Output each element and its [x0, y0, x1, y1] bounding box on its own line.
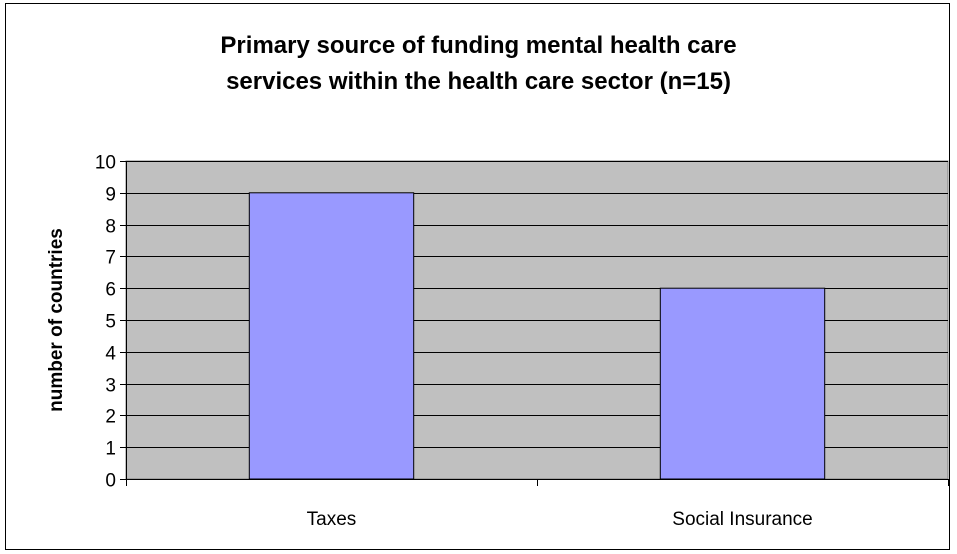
y-tick-label-4: 4 — [105, 344, 116, 365]
y-tick-label-7: 7 — [105, 248, 116, 269]
y-tick-label-2: 2 — [105, 407, 116, 428]
bars — [248, 192, 826, 480]
y-tick-label-5: 5 — [105, 312, 116, 333]
category-label-0: Taxes — [307, 509, 357, 530]
y-tick-label-8: 8 — [105, 217, 116, 238]
chart-title-line-1: Primary source of funding mental health … — [220, 32, 737, 59]
category-label-1: Social Insurance — [672, 509, 812, 530]
x-axis-ticks — [126, 479, 949, 486]
y-axis-tick-labels: 0 1 2 3 4 5 6 7 8 9 10 — [95, 153, 117, 492]
chart-title-line-2: services within the health care sector (… — [226, 68, 731, 95]
y-axis-ticks — [120, 161, 126, 480]
bar-1 — [659, 287, 826, 480]
y-tick-label-6: 6 — [105, 280, 116, 301]
y-tick-label-1: 1 — [105, 439, 116, 460]
y-tick-label-9: 9 — [105, 185, 116, 206]
y-axis-title: number of countries — [46, 228, 67, 412]
y-tick-label-0: 0 — [105, 471, 116, 492]
bar-0 — [248, 192, 415, 480]
y-tick-label-10: 10 — [95, 153, 116, 174]
y-tick-label-3: 3 — [105, 376, 116, 397]
category-labels: Taxes Social Insurance — [307, 509, 813, 530]
